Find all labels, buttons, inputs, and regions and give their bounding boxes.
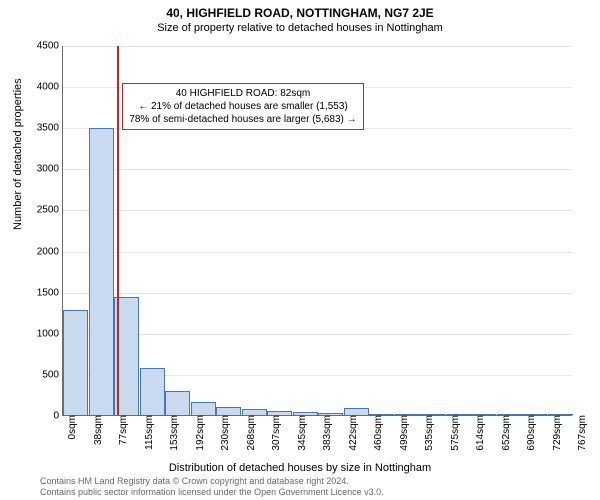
bar xyxy=(140,368,165,415)
footer-line-2: Contains public sector information licen… xyxy=(40,487,384,498)
x-axis-label: Distribution of detached houses by size … xyxy=(0,462,600,474)
x-tick-label: 535sqm xyxy=(422,415,435,451)
gridline xyxy=(63,210,572,211)
x-tick-label: 652sqm xyxy=(499,415,512,451)
bar xyxy=(216,407,241,415)
y-tick-label: 1000 xyxy=(37,328,63,339)
x-tick-label: 307sqm xyxy=(269,415,282,451)
x-tick-label: 614sqm xyxy=(473,415,486,451)
x-tick-label: 575sqm xyxy=(448,415,461,451)
x-tick-label: 192sqm xyxy=(193,415,206,451)
info-box: 40 HIGHFIELD ROAD: 82sqm ← 21% of detach… xyxy=(122,83,363,130)
x-tick-label: 383sqm xyxy=(320,415,333,451)
x-tick-label: 422sqm xyxy=(346,415,359,451)
y-tick-label: 1500 xyxy=(37,287,63,298)
y-tick-label: 4500 xyxy=(37,41,63,52)
bar xyxy=(89,128,114,415)
info-line-1: 40 HIGHFIELD ROAD: 82sqm xyxy=(129,87,356,100)
page-subtitle: Size of property relative to detached ho… xyxy=(0,20,600,34)
y-tick-label: 0 xyxy=(53,411,63,422)
x-tick-label: 0sqm xyxy=(65,415,78,439)
x-tick-label: 115sqm xyxy=(142,415,155,450)
gridline xyxy=(63,252,572,253)
y-axis-label: Number of detached properties xyxy=(12,78,24,230)
x-tick-label: 345sqm xyxy=(295,415,308,451)
gridline xyxy=(63,169,572,170)
x-tick-label: 268sqm xyxy=(244,415,257,451)
info-line-2: ← 21% of detached houses are smaller (1,… xyxy=(129,100,356,113)
gridline xyxy=(63,293,572,294)
gridline xyxy=(63,46,572,47)
x-tick-label: 499sqm xyxy=(397,415,410,451)
bar xyxy=(63,310,88,415)
x-tick-label: 767sqm xyxy=(575,415,588,451)
y-tick-label: 4000 xyxy=(37,82,63,93)
y-tick-label: 2000 xyxy=(37,246,63,257)
y-tick-label: 2500 xyxy=(37,205,63,216)
x-tick-label: 153sqm xyxy=(167,415,180,451)
x-tick-label: 460sqm xyxy=(371,415,384,451)
chart: 0500100015002000250030003500400045000sqm… xyxy=(62,46,572,416)
bar xyxy=(165,391,190,415)
x-tick-label: 690sqm xyxy=(524,415,537,451)
footer: Contains HM Land Registry data © Crown c… xyxy=(40,476,384,498)
x-tick-label: 77sqm xyxy=(116,415,129,445)
gridline xyxy=(63,334,572,335)
bar xyxy=(191,402,216,415)
x-tick-label: 230sqm xyxy=(218,415,231,451)
x-tick-label: 729sqm xyxy=(550,415,563,451)
y-tick-label: 500 xyxy=(42,369,63,380)
footer-line-1: Contains HM Land Registry data © Crown c… xyxy=(40,476,384,487)
y-tick-label: 3000 xyxy=(37,164,63,175)
x-tick-label: 38sqm xyxy=(91,415,104,445)
y-tick-label: 3500 xyxy=(37,123,63,134)
page-title: 40, HIGHFIELD ROAD, NOTTINGHAM, NG7 2JE xyxy=(0,0,600,20)
marker-line xyxy=(117,46,119,415)
info-line-3: 78% of semi-detached houses are larger (… xyxy=(129,113,356,126)
